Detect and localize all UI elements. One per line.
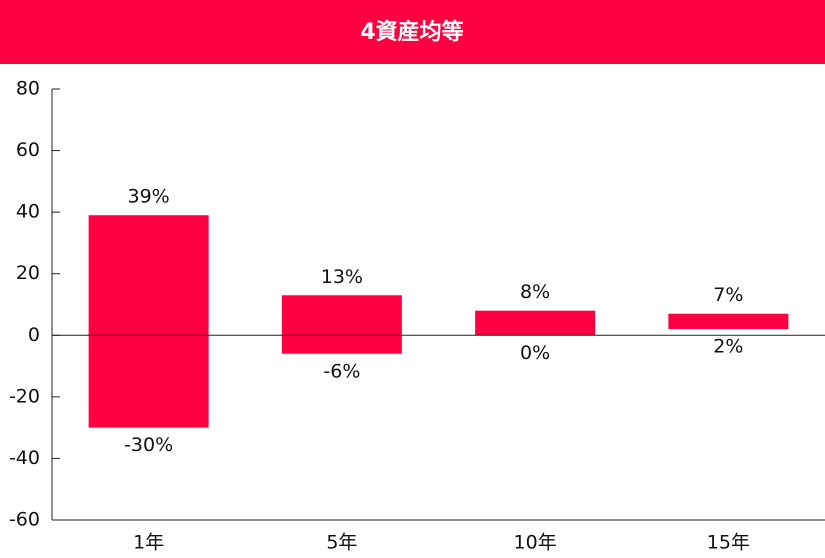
title-banner (0, 0, 825, 64)
value-label: 13% (321, 266, 363, 288)
value-label: -30% (124, 434, 173, 456)
bar (475, 310, 596, 336)
bar (668, 313, 789, 330)
bar (281, 295, 402, 354)
value-label: -6% (323, 360, 360, 382)
x-tick-label: 5年 (326, 532, 357, 554)
y-tick-label: 20 (16, 262, 40, 284)
bar (88, 215, 209, 428)
y-tick-label: 60 (16, 139, 40, 161)
x-tick-label: 10年 (514, 532, 557, 554)
y-tick-label: 80 (16, 78, 40, 100)
y-tick-label: -20 (9, 385, 40, 407)
value-label: 8% (520, 281, 550, 303)
x-tick-label: 15年 (707, 532, 750, 554)
value-label: 0% (520, 342, 550, 364)
y-tick-label: -60 (9, 509, 40, 531)
value-label: 39% (128, 186, 170, 208)
chart-title: 4資産均等 (360, 19, 463, 45)
value-label: 7% (713, 284, 743, 306)
x-tick-label: 1年 (133, 532, 164, 554)
value-label: 2% (713, 336, 743, 358)
y-tick-label: 40 (16, 201, 40, 223)
y-tick-label: 0 (28, 324, 40, 346)
y-tick-label: -40 (9, 447, 40, 469)
